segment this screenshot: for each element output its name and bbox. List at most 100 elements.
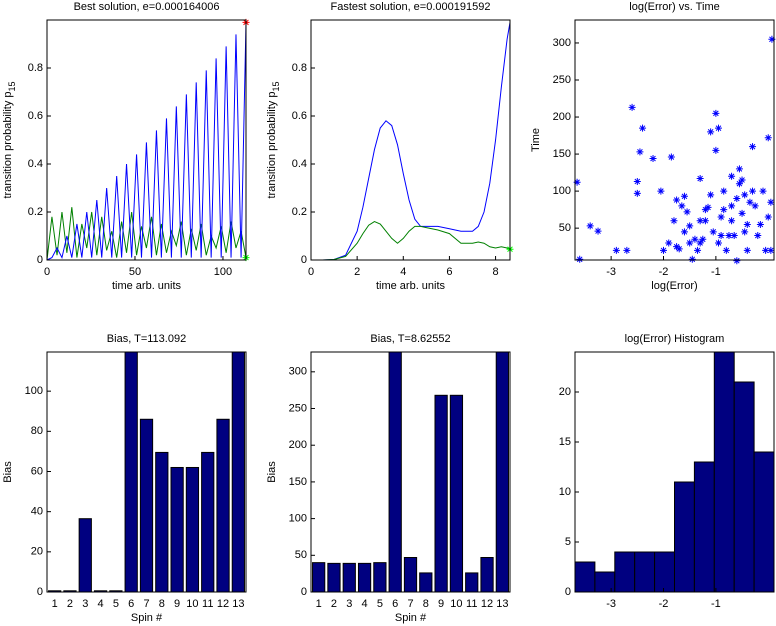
point [714,124,722,132]
point [704,203,712,211]
x-tick-label: 9 [174,598,180,610]
point [696,217,704,225]
x-tick-label: 100 [214,266,232,278]
axes-box [311,20,510,260]
point [586,222,594,230]
point [749,143,757,151]
x-tick-label: 0 [308,266,314,278]
bar [634,551,656,593]
point [665,239,673,247]
y-axis-label-subscript: 15 [7,81,17,91]
x-tick-label: 9 [438,598,444,610]
point [733,195,741,203]
y-tick-label: 0 [301,586,307,598]
bar [574,561,596,593]
bar [434,394,448,593]
x-tick-label: 6 [128,598,134,610]
bar [357,562,372,593]
subplot-title: Best solution, e=0.000164006 [74,1,220,13]
y-tick-label: 0.4 [28,158,43,170]
x-tick-label: 4 [400,266,406,278]
subplot-title: log(Error) vs. Time [629,1,719,13]
x-tick-label: 3 [346,598,352,610]
x-axis-label: time arb. units [376,280,446,292]
bar [403,557,418,593]
x-tick-label: 10 [450,598,462,610]
y-axis-label-text: Bias [266,461,278,483]
y-tick-label: 0.2 [28,206,43,218]
x-tick-label: 11 [202,598,213,610]
x-tick-label: -1 [711,598,721,610]
bar [342,562,356,593]
point [712,109,720,117]
axes-frame [310,351,511,593]
point [720,187,728,195]
line [46,22,247,261]
point [728,217,736,225]
y-tick-label: 0 [301,254,307,266]
axes-box [47,20,246,260]
x-tick-label: -2 [659,598,669,610]
x-tick-label: -2 [659,266,669,278]
y-axis-label: transition probability p15 [2,81,17,198]
bar [419,572,433,593]
x-tick-label: 1 [316,598,322,610]
y-axis-label-subscript: 15 [271,81,281,91]
x-tick-label: 11 [466,598,477,610]
bar [201,451,215,593]
point [722,246,730,254]
point [636,148,644,156]
point [751,202,759,210]
point [720,206,728,214]
x-tick-label: 2 [354,266,360,278]
axes-frame [310,19,511,261]
bar [693,461,715,593]
point [743,220,751,228]
point [728,202,736,210]
point [623,246,631,254]
y-tick-label: 0.8 [292,62,307,74]
bar [388,351,402,593]
point [696,239,704,247]
y-tick-label: 0 [37,254,43,266]
bar [139,418,154,593]
point [612,246,620,254]
bar [449,394,464,593]
y-tick-label: 0.8 [28,62,43,74]
y-tick-label: 150 [553,148,571,160]
x-tick-label: 12 [217,598,229,610]
y-tick-label: 10 [559,486,571,498]
line [46,207,247,261]
point [762,246,770,254]
y-tick-label: 0.6 [28,110,43,122]
point [717,232,725,240]
point [686,239,694,247]
y-tick-label: 0 [565,586,571,598]
y-tick-label: 50 [559,222,571,234]
line [311,22,511,261]
point [712,146,720,154]
x-tick-label: 8 [159,598,165,610]
bar [373,562,387,593]
y-axis-label: Bias [2,461,14,483]
bar [753,451,775,593]
bar [185,466,200,593]
x-tick-label: 2 [67,598,73,610]
point [717,213,725,221]
x-tick-label: 3 [82,598,88,610]
y-tick-label: 0.2 [292,206,307,218]
subplot: 0 5 10 15 20 -3 -2 -1 log(Error) Histogram [559,333,775,610]
point [683,208,691,216]
bar [155,451,169,593]
y-tick-label: 300 [289,366,307,378]
y-axis-label-text: transition probability p [2,92,14,199]
y-tick-label: 300 [553,37,571,49]
bar [594,571,616,593]
point [673,243,681,251]
point [725,232,733,240]
x-tick-label: -1 [711,266,721,278]
point [714,239,722,247]
point [738,176,746,184]
